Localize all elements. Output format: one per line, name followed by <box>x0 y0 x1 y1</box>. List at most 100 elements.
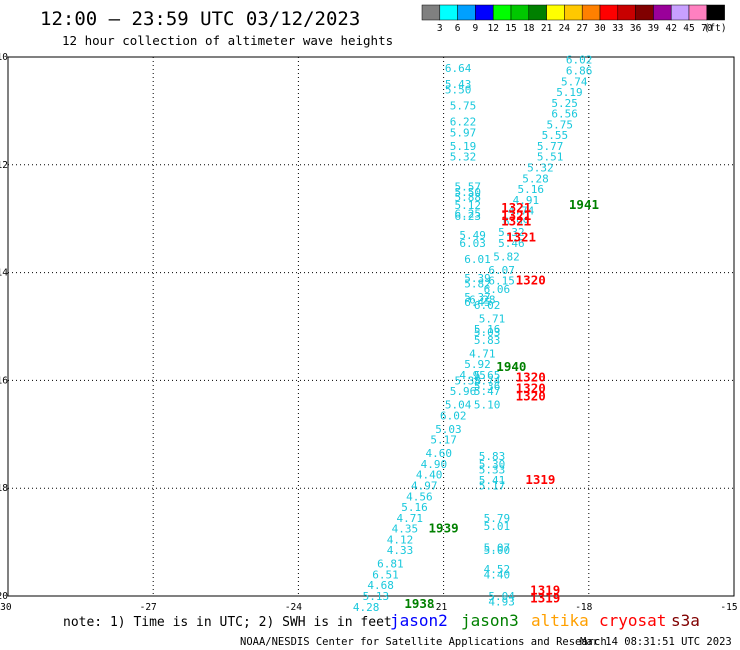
satellite-legend: jason2 jason3 altika cryosat s3a <box>390 611 700 630</box>
wave-height-point: 5.50 <box>445 83 472 96</box>
colorbar-label: 24 <box>559 23 571 34</box>
colorbar-swatch <box>510 4 530 21</box>
footer-credit: NOAA/NESDIS Center for Satellite Applica… <box>240 636 607 648</box>
wave-height-point: 5.38 <box>455 374 482 387</box>
wave-height-point: 6.22 <box>450 116 477 129</box>
wave-height-point: 5.32 <box>450 151 477 164</box>
y-tick-label: -10 <box>0 52 8 63</box>
colorbar-label: 9 <box>473 23 479 34</box>
wave-height-point: 5.12 <box>455 199 482 212</box>
wave-height-point: 4.52 <box>484 563 511 576</box>
pass-time-label: 1321 <box>506 230 536 245</box>
colorbar-label: 39 <box>648 23 660 34</box>
wave-height-point: 5.83 <box>479 450 506 463</box>
wave-height-point: 5.19 <box>556 86 583 99</box>
colorbar-unit: (ft) <box>704 23 727 34</box>
wave-height-point: 5.16 <box>401 501 428 514</box>
wave-height-point: 5.17 <box>479 480 506 493</box>
colorbar-label: 15 <box>505 23 516 34</box>
grid-lines <box>8 57 734 596</box>
wave-height-point: 5.16 <box>474 323 501 336</box>
pass-time-label: 1319 <box>530 583 560 598</box>
wave-height-point: 5.71 <box>479 312 506 325</box>
wave-height-point: 5.10 <box>474 399 501 412</box>
wave-height-point: 5.75 <box>547 118 574 131</box>
colorbar-swatch <box>670 4 690 21</box>
wave-height-point: 5.32 <box>527 161 554 174</box>
footer-note: note: 1) Time is in UTC; 2) SWH is in fe… <box>63 615 392 630</box>
wave-height-point: 5.49 <box>459 229 486 242</box>
wave-height-point: 5.83 <box>474 334 501 347</box>
legend-cryosat: cryosat <box>599 611 666 630</box>
y-axis-ticks: -10 -12 -14 -16 -18 -20 <box>0 52 8 602</box>
colorbar-swatch <box>688 4 708 21</box>
wave-height-point: 5.25 <box>551 97 578 110</box>
wave-height-point: 5.74 <box>561 75 588 88</box>
colorbar-swatch <box>528 4 547 21</box>
pass-time-label: 1938 <box>404 596 434 611</box>
colorbar-swatch <box>439 4 458 21</box>
wave-height-point: 6.06 <box>484 283 511 296</box>
y-tick-label: -18 <box>0 483 8 494</box>
wave-height-point: 5.33 <box>479 463 506 476</box>
pass-time-labels: 1941132113211321132113201940132013201320… <box>404 197 599 611</box>
x-tick-label: -15 <box>720 602 737 613</box>
wave-height-point: 6.02 <box>566 54 593 67</box>
wave-height-point: 4.35 <box>392 523 419 536</box>
wave-height-point: 6.86 <box>566 64 593 77</box>
wave-height-point: 5.88 <box>455 191 482 204</box>
x-axis-ticks: -30 -27 -24 -21 -18 -15 <box>0 602 738 613</box>
wave-height-point: 4.12 <box>387 533 414 546</box>
colorbar-swatch <box>457 4 476 21</box>
wave-height-point: 5.51 <box>537 151 564 164</box>
legend-jason2: jason2 <box>390 611 448 630</box>
legend-jason3: jason3 <box>461 611 519 630</box>
colorbar-swatch <box>475 4 494 21</box>
wave-height-point: 5.75 <box>450 100 477 113</box>
wave-height-point: 5.00 <box>484 544 511 557</box>
pass-time-label: 1319 <box>530 591 560 606</box>
wave-height-point: 5.13 <box>363 590 390 603</box>
colorbar-swatch <box>653 4 672 21</box>
chart-subtitle: 12 hour collection of altimeter wave hei… <box>62 33 393 48</box>
pass-time-label: 1941 <box>569 197 599 212</box>
wave-height-point: 6.25 <box>455 207 482 220</box>
wave-height-point: 5.32 <box>498 226 525 239</box>
wave-height-point: 6.56 <box>551 108 578 121</box>
wave-height-point: 5.92 <box>464 358 491 371</box>
wave-height-point: 5.74 <box>474 374 501 387</box>
colorbar-label: 36 <box>630 23 642 34</box>
wave-height-point: 4.90 <box>421 458 448 471</box>
wave-height-point: 4.71 <box>469 347 496 360</box>
wave-height-point: 5.04 <box>445 399 472 412</box>
wave-height-point: 4.28 <box>353 601 380 614</box>
wave-height-point: 6.99 <box>503 215 530 228</box>
wave-height-point: 5.07 <box>484 541 511 554</box>
colorbar-swatch <box>617 4 636 21</box>
wave-height-point: 4.56 <box>406 490 433 503</box>
legend-altika: altika <box>531 611 589 630</box>
colorbar-label: 33 <box>612 23 623 34</box>
pass-time-label: 1320 <box>516 273 546 288</box>
wave-height-point: 5.04 <box>488 590 515 603</box>
y-tick-label: -20 <box>0 591 8 602</box>
wave-height-point: 5.30 <box>479 458 506 471</box>
colorbar-label: 21 <box>541 23 553 34</box>
plot-frame <box>7 56 735 597</box>
x-tick-label: -24 <box>285 602 302 613</box>
wave-height-point: 5.37 <box>464 291 491 304</box>
wave-height-point: 4.40 <box>484 568 511 581</box>
wave-height-point: 5.65 <box>474 369 501 382</box>
pass-time-label: 1320 <box>516 389 546 404</box>
wave-height-point: 6.07 <box>488 264 515 277</box>
colorbar-swatch <box>635 4 654 21</box>
pass-time-label: 1321 <box>501 213 531 228</box>
wave-height-point: 5.82 <box>464 277 491 290</box>
wave-height-point: 5.36 <box>474 380 501 393</box>
wave-height-point: 5.43 <box>445 78 472 91</box>
colorbar-label: 30 <box>594 23 606 34</box>
colorbar-swatch <box>546 4 565 21</box>
pass-time-label: 1320 <box>516 380 546 395</box>
legend-s3a: s3a <box>671 611 700 630</box>
